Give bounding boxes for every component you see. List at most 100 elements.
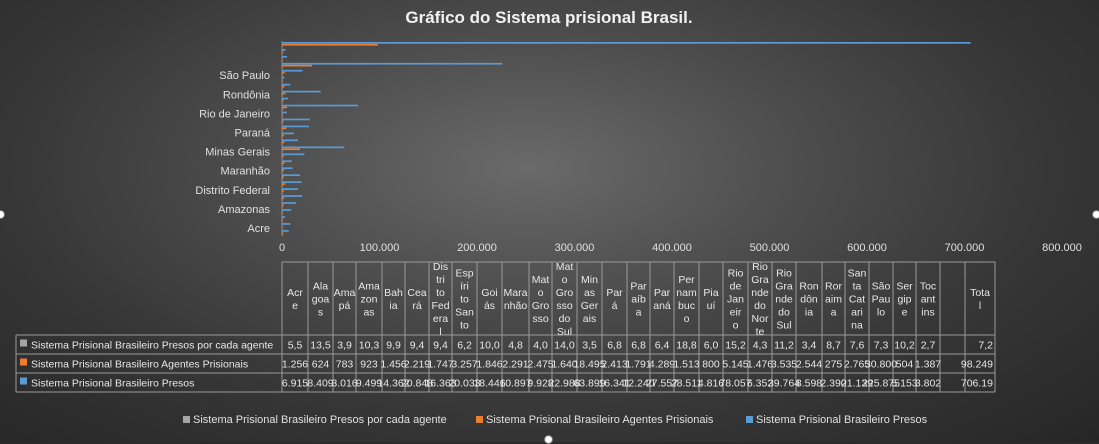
bar (282, 66, 283, 69)
table-header-line: l (979, 300, 981, 312)
table-header: Ror aim a (825, 281, 842, 319)
resize-handle-left[interactable] (0, 210, 5, 219)
bar (282, 181, 302, 183)
bar (282, 192, 283, 194)
bar (282, 171, 283, 173)
table-row-key (20, 358, 27, 366)
table-header-line: ant (921, 294, 936, 306)
table-cell: 11,2 (774, 340, 794, 352)
table-cell: 706.19 (961, 378, 993, 390)
bar (282, 108, 283, 111)
bar (282, 199, 283, 201)
bar (282, 204, 284, 206)
table-header-line: pá (339, 300, 351, 312)
bar (282, 85, 285, 88)
table-header-line: Dis (433, 261, 448, 273)
table-header-line: Par (654, 287, 671, 299)
bar (282, 230, 289, 232)
bar (282, 211, 283, 213)
table-header: Pia uí (703, 287, 718, 312)
table-header: Rio de Jan eir o (727, 268, 744, 332)
table-cell: 4,0 (533, 340, 548, 352)
bar (282, 97, 289, 100)
table-cell: 3,9 (337, 340, 352, 352)
table-cell: 8,7 (826, 340, 841, 352)
table-header-line: Ama (334, 287, 356, 299)
table-header-line: ins (921, 307, 934, 319)
bar (282, 99, 284, 102)
table-header-line: ta (853, 281, 862, 293)
table-header-line: Gro (556, 287, 574, 299)
y-axis-label: Acre (247, 223, 270, 235)
bar (282, 52, 283, 55)
table-header-line: s (318, 307, 323, 319)
bar (282, 43, 378, 46)
resize-handle-right[interactable] (1092, 210, 1099, 219)
table-cell: 14.362 (377, 378, 409, 390)
bar (282, 160, 292, 163)
table-row-name: Sistema Prisional Brasileiro Presos por … (31, 340, 273, 352)
table-header-line: a (831, 307, 837, 319)
table-header-line: Fed (431, 300, 449, 312)
table-header-line: São (872, 281, 891, 293)
bar (282, 174, 300, 177)
table-row-name: Sistema Prisional Brasileiro Agentes Pri… (31, 359, 248, 371)
bar (282, 62, 503, 65)
table-header-line: nde (751, 287, 769, 299)
legend-swatch (746, 416, 753, 423)
table-header-line: aim (825, 294, 842, 306)
bar (282, 132, 294, 135)
table-cell: 27.557 (646, 378, 678, 390)
table-header-line: Toc (920, 281, 936, 293)
legend-swatch (183, 416, 190, 423)
bar (282, 183, 286, 185)
table-cell: 800 (702, 359, 720, 371)
table-cell: 2,7 (921, 340, 936, 352)
table-header-line: lo (877, 307, 885, 319)
table-cell: 6,4 (655, 340, 670, 352)
table-cell: 2.765 (844, 359, 870, 371)
bar (282, 71, 285, 74)
x-tick-label: 400.000 (652, 242, 692, 254)
table-header-line: e (292, 300, 298, 312)
table-header-line: Mat (532, 274, 550, 286)
x-axis-ticks: 0 100.000 200.000 300.000 400.000 500.000 600.… (279, 242, 1082, 254)
table-header-line: nde (775, 294, 793, 306)
table-header-line: aná (653, 300, 671, 312)
table-cell: 63.899 (573, 378, 605, 390)
table-header: Goi ás (481, 287, 497, 312)
table-header: Par á (606, 287, 623, 312)
table-header: Ama pá (334, 287, 356, 312)
table-cell: 10,3 (359, 340, 380, 352)
resize-handle-bottom[interactable] (544, 435, 553, 444)
table-cell: 30.800 (865, 359, 897, 371)
table-cell: 1.846 (476, 359, 502, 371)
table-cell: 10,2 (894, 340, 915, 352)
table-cell: 20.848 (401, 378, 433, 390)
x-tick-label: 0 (279, 242, 285, 254)
table-header-line: San (848, 268, 867, 280)
table-header-line: l (439, 326, 441, 338)
table-cell: 6.352 (747, 378, 773, 390)
table-header-line: Ama (358, 281, 380, 293)
table-header-line: sso (556, 300, 573, 312)
table-cell: 4,3 (753, 340, 768, 352)
x-tick-label: 500.000 (750, 242, 790, 254)
table-header-line: dôn (800, 294, 818, 306)
bar (282, 143, 283, 145)
table-cell: 3.016 (331, 378, 357, 390)
bar (282, 141, 285, 144)
table-header-line: gip (897, 294, 911, 306)
legend-entry: Sistema Prisional Brasileiro Agentes Pri… (486, 414, 714, 426)
table-cell: 1.256 (282, 359, 308, 371)
table-header-line: tri (436, 274, 445, 286)
x-tick-label: 800.000 (1042, 242, 1082, 254)
table-cell: 20.033 (448, 378, 480, 390)
table-header-line: Rio (776, 268, 792, 280)
table-header: Par aíb a (630, 281, 647, 319)
table-cell: 18.495 (573, 359, 605, 371)
bar (282, 153, 305, 156)
legend: Sistema Prisional Brasileiro Presos por … (183, 414, 928, 426)
bar (282, 129, 283, 132)
